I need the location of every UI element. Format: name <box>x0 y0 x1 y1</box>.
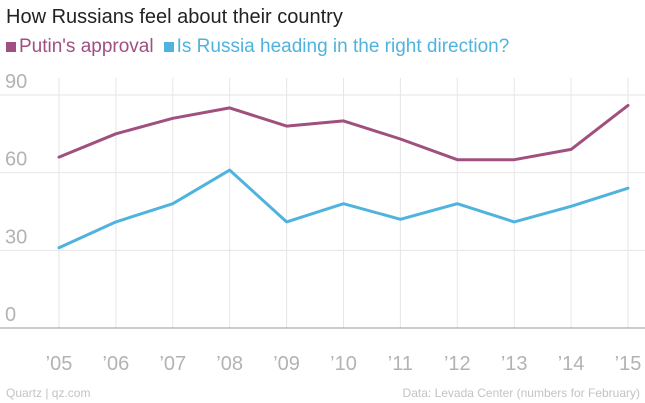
series-line-0 <box>57 103 630 162</box>
x-tick-label-0: ’05 <box>46 353 73 375</box>
y-tick-label-90: 90 <box>5 71 27 93</box>
x-tick-label-5: ’10 <box>330 353 357 375</box>
legend-label-right-direction: Is Russia heading in the right direction… <box>176 36 510 57</box>
footer-source-left: Quartz | qz.com <box>6 386 91 400</box>
chart-title: How Russians feel about their country <box>6 6 343 28</box>
x-tick-label-9: ’14 <box>558 353 585 375</box>
x-tick-label-4: ’09 <box>273 353 300 375</box>
legend: Putin's approval Is Russia heading in th… <box>6 36 519 58</box>
x-tick-label-7: ’12 <box>444 353 471 375</box>
x-tick-label-1: ’06 <box>103 353 130 375</box>
y-tick-label-30: 30 <box>5 226 27 248</box>
x-tick-label-2: ’07 <box>159 353 186 375</box>
footer-source-right: Data: Levada Center (numbers for Februar… <box>402 386 640 400</box>
x-tick-label-10: ’15 <box>615 353 642 375</box>
legend-item-right-direction: Is Russia heading in the right direction… <box>163 36 510 58</box>
legend-swatch-putin-approval <box>6 42 16 52</box>
series-line-1 <box>57 168 630 250</box>
y-tick-label-60: 60 <box>5 149 27 171</box>
legend-label-putin-approval: Putin's approval <box>19 36 154 57</box>
x-tick-label-8: ’13 <box>501 353 528 375</box>
x-tick-label-6: ’11 <box>388 353 413 375</box>
legend-item-putin-approval: Putin's approval <box>6 36 154 58</box>
y-tick-label-0: 0 <box>5 304 16 326</box>
x-tick-label-3: ’08 <box>216 353 243 375</box>
legend-swatch-right-direction <box>163 42 174 52</box>
